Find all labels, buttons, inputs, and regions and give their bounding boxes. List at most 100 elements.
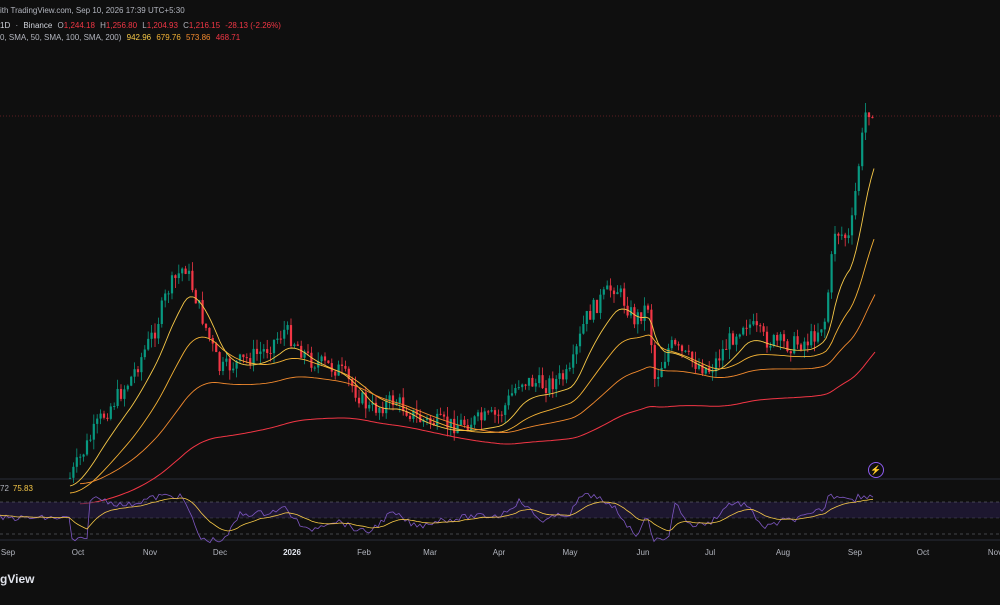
candle-body	[371, 402, 374, 405]
candle-body	[629, 307, 633, 316]
candle-body	[150, 332, 153, 339]
rsi-param: 72	[0, 484, 9, 493]
time-axis[interactable]: Sep Oct Nov Dec 2026 Feb Mar Apr May Jun Jul Aug Sep…	[0, 540, 1000, 560]
bolt-icon[interactable]: ⚡	[868, 462, 884, 478]
candle-body	[541, 375, 544, 389]
candle-body	[510, 393, 514, 396]
candle-body	[391, 395, 395, 406]
candle-body	[82, 454, 85, 457]
candle-body	[776, 334, 779, 341]
candle-body	[347, 368, 350, 379]
candle-body	[480, 412, 483, 421]
candle-body	[218, 352, 221, 372]
candle-body	[657, 377, 660, 379]
candle-body	[228, 358, 231, 371]
candle-body	[470, 424, 473, 431]
candle-body	[72, 466, 75, 478]
candle-body	[476, 412, 480, 417]
rsi-legend[interactable]: 72 75.83	[0, 484, 33, 493]
candle-body	[446, 416, 449, 428]
candle-body	[711, 371, 714, 373]
axis-tick-label: Mar	[423, 548, 437, 557]
candle-body	[840, 234, 843, 236]
candle-body	[643, 305, 646, 321]
candle-body	[670, 340, 673, 349]
candle-body	[738, 334, 741, 337]
candle-body	[425, 417, 429, 420]
candle-body	[847, 235, 850, 238]
ma-line-mid	[69, 238, 875, 494]
candle-body	[68, 477, 72, 479]
candle-body	[92, 423, 95, 440]
candle-body	[602, 289, 605, 295]
candle-body	[286, 325, 289, 330]
candle-body	[619, 288, 622, 293]
candle-body	[595, 299, 599, 313]
candle-body	[527, 377, 531, 386]
candle-body	[140, 357, 143, 373]
candle-body	[721, 348, 724, 361]
candle-body	[242, 354, 245, 358]
candle-body	[449, 418, 452, 428]
axis-tick-label: Sep	[0, 548, 16, 557]
candle-body	[487, 411, 490, 413]
rsi-line	[0, 492, 874, 544]
candle-body	[660, 367, 663, 378]
candle-body	[714, 358, 718, 372]
candle-body	[147, 338, 150, 350]
candle-body	[820, 329, 823, 333]
candle-body	[133, 369, 136, 377]
candle-body	[504, 405, 507, 415]
candle-body	[378, 407, 381, 413]
candle-body	[762, 326, 765, 332]
candle-body	[279, 338, 282, 340]
ma-value-1: 942.96	[126, 33, 152, 42]
candle-body	[677, 344, 680, 346]
candle-body	[636, 312, 639, 325]
candle-body	[823, 321, 826, 330]
axis-tick-label: Sep	[847, 548, 863, 557]
low-value: 1,204.93	[146, 21, 178, 30]
candle-body	[89, 439, 92, 441]
candle-body	[833, 233, 837, 255]
candle-body	[646, 305, 650, 310]
ohlc-legend: 1D · Binance O1,244.18 H1,256.80 L1,204.…	[0, 21, 281, 30]
candle-body	[674, 340, 677, 345]
candle-body	[490, 410, 493, 412]
candle-body	[748, 324, 752, 328]
candle-body	[126, 385, 129, 390]
candle-body	[640, 312, 643, 321]
candle-body	[765, 331, 769, 348]
candle-body	[687, 350, 690, 352]
ma-legend[interactable]: 0, SMA, 50, SMA, 100, SMA, 200) 942.96 6…	[0, 33, 243, 42]
candle-body	[850, 215, 854, 236]
axis-tick-label: May	[562, 548, 578, 557]
candle-body	[364, 392, 367, 409]
candle-body	[296, 344, 299, 346]
candle-body	[269, 352, 272, 354]
candle-body	[177, 273, 180, 279]
candle-body	[786, 341, 789, 352]
candle-body	[752, 321, 755, 325]
candle-body	[837, 233, 840, 236]
candle-body	[351, 378, 354, 387]
candle-body	[259, 351, 262, 354]
candle-body	[867, 112, 871, 118]
candle-body	[589, 311, 592, 320]
candle-body	[796, 336, 799, 345]
candle-body	[119, 388, 123, 399]
candle-body	[697, 364, 701, 369]
candle-body	[160, 300, 163, 324]
candle-body	[238, 354, 242, 361]
candle-body	[405, 411, 408, 416]
candle-body	[667, 348, 670, 362]
candle-body	[633, 307, 636, 325]
candle-body	[157, 323, 160, 339]
candle-body	[861, 132, 864, 167]
candle-body	[191, 270, 194, 291]
interval-label[interactable]: 1D	[0, 21, 11, 30]
axis-tick-label: Dec	[212, 548, 228, 557]
candle-body	[374, 402, 378, 413]
